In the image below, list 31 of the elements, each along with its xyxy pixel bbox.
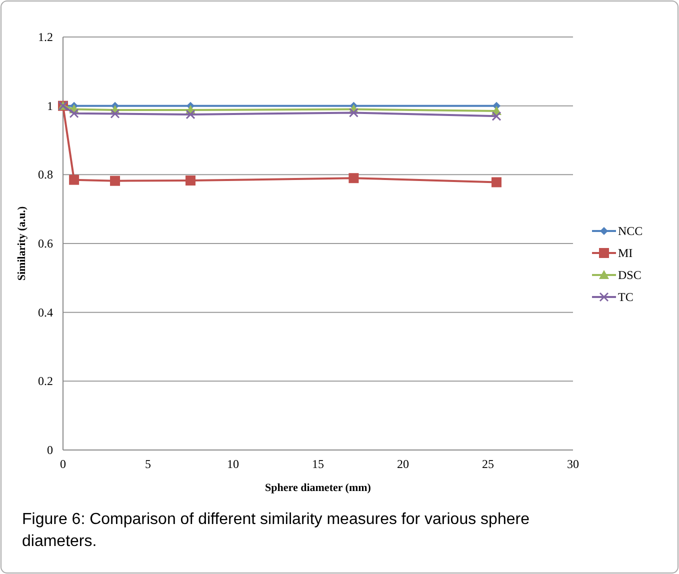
point (348, 173, 359, 184)
point (69, 108, 79, 118)
caption: Figure 6: Comparison of different similarity measures for various sphere diameters. (22, 511, 530, 550)
x-tick-label: 10 (227, 457, 239, 471)
point (492, 177, 502, 188)
x-tick-label: 25 (482, 457, 494, 471)
x-tick-label: 30 (567, 457, 579, 471)
y-tick-label: 0.2 (38, 374, 53, 388)
y-tick-label: 1.2 (38, 30, 53, 44)
x-tick-label: 20 (397, 457, 409, 471)
y-axis-title: Similarity (a.u.) (16, 206, 28, 281)
y-tick-label: 1 (47, 98, 53, 113)
y-tick-label: 0 (47, 443, 53, 457)
point (186, 176, 196, 186)
point (110, 109, 120, 118)
point (492, 111, 502, 121)
x-tick-label: 0 (60, 457, 66, 471)
x-tick-label: 15 (312, 457, 324, 471)
legend-label: MI (618, 246, 633, 260)
legend-label: TC (618, 290, 634, 304)
y-tick-label: 0.4 (38, 305, 53, 320)
y-tick-label: 0.8 (38, 168, 53, 182)
x-axis-title: Sphere diameter (mm) (265, 482, 372, 494)
x-tick-label: 5 (145, 457, 151, 471)
point (186, 110, 196, 120)
legend-label: NCC (618, 224, 643, 238)
legend-label: DSC (618, 268, 642, 282)
point (110, 176, 120, 186)
point (69, 174, 80, 185)
point (348, 108, 358, 118)
y-tick-label: 0.6 (38, 236, 53, 250)
